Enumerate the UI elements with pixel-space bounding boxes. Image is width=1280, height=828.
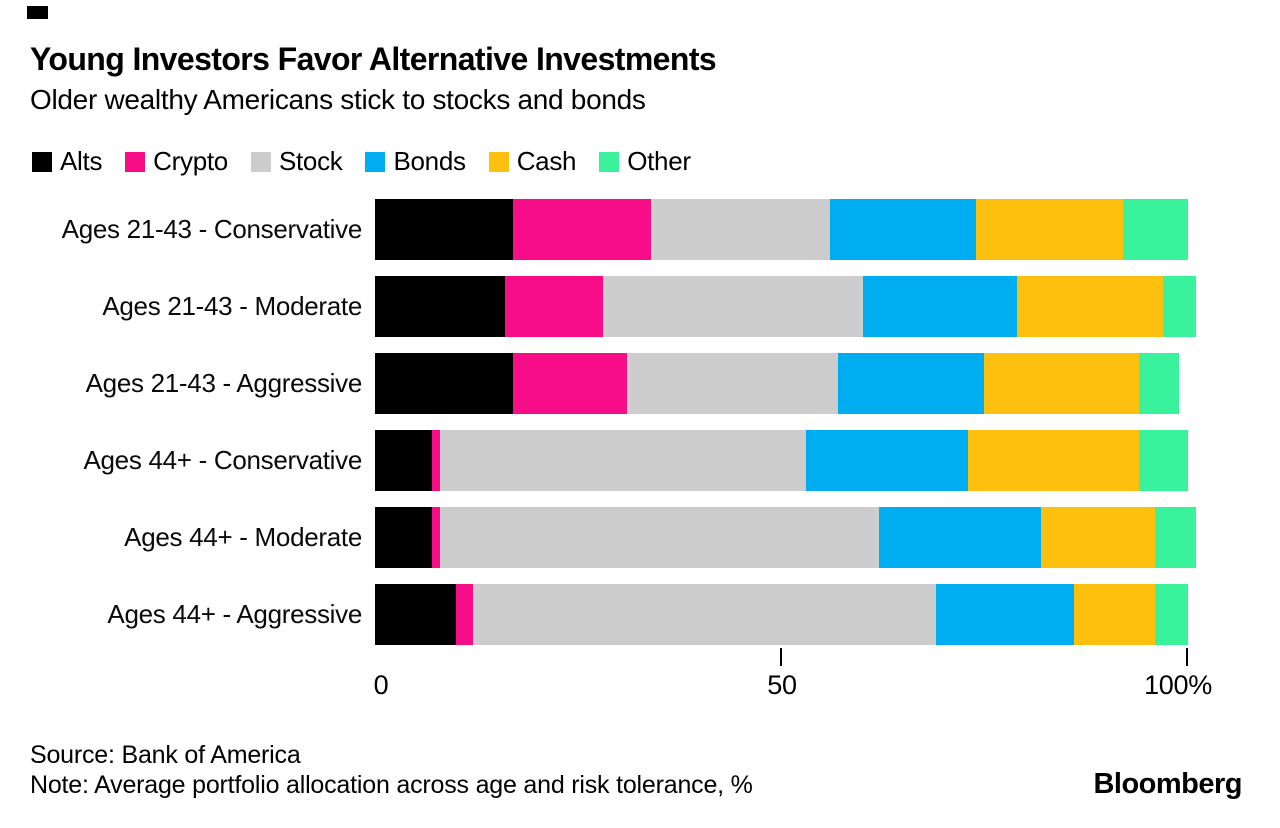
- legend-swatch-alts-icon: [32, 151, 52, 172]
- bar-row: Ages 44+ - Conservative: [0, 430, 1196, 491]
- chart-subtitle: Older wealthy Americans stick to stocks …: [30, 84, 646, 115]
- bar-row: Ages 44+ - Moderate: [0, 507, 1196, 568]
- axis-label-0: 0: [373, 670, 389, 700]
- note-text: Note: Average portfolio allocation acros…: [30, 771, 753, 799]
- axis-tick-100: [1186, 648, 1188, 666]
- legend-swatch-other-icon: [599, 151, 620, 172]
- stacked-bar: [375, 430, 1188, 491]
- bar-row: Ages 21-43 - Moderate: [0, 276, 1196, 337]
- segment-crypto: [505, 276, 603, 337]
- segment-cash: [1016, 276, 1164, 337]
- bar-row: Ages 21-43 - Conservative: [0, 199, 1196, 260]
- segment-stock: [472, 584, 936, 645]
- bar-row: Ages 44+ - Aggressive: [0, 584, 1196, 645]
- segment-alts: [375, 507, 432, 568]
- legend-item-cash: Cash: [488, 146, 577, 177]
- segment-other: [1155, 584, 1188, 645]
- legend-label: Bonds: [393, 146, 466, 176]
- legend-swatch-bonds-icon: [365, 151, 386, 172]
- segment-bonds: [935, 584, 1074, 645]
- legend-item-alts: Alts: [32, 146, 102, 177]
- legend-label: Crypto: [153, 146, 228, 176]
- legend: Alts Crypto Stock Bonds Cash Other: [32, 146, 691, 177]
- segment-other: [1155, 507, 1196, 568]
- legend-swatch-stock-icon: [250, 151, 271, 172]
- category-label: Ages 21-43 - Aggressive: [85, 368, 363, 398]
- stacked-bar: [375, 507, 1196, 568]
- segment-alts: [375, 430, 432, 491]
- segment-cash: [968, 430, 1139, 491]
- source-text: Source: Bank of America: [30, 741, 301, 769]
- segment-cash: [1041, 507, 1155, 568]
- segment-other: [1138, 430, 1188, 491]
- legend-label: Alts: [60, 146, 103, 176]
- plot-area: Ages 21-43 - Conservative Ages 21-43 - Mo…: [0, 199, 1196, 661]
- legend-swatch-crypto-icon: [125, 151, 146, 172]
- stacked-bar: [375, 584, 1188, 645]
- segment-crypto: [431, 430, 440, 491]
- stacked-bar: [375, 199, 1188, 260]
- segment-other: [1122, 199, 1188, 260]
- segment-cash: [1073, 584, 1155, 645]
- legend-label: Stock: [278, 146, 343, 176]
- segment-stock: [602, 276, 863, 337]
- segment-alts: [375, 584, 457, 645]
- segment-stock: [651, 199, 830, 260]
- segment-stock: [440, 430, 806, 491]
- legend-item-crypto: Crypto: [125, 146, 228, 177]
- segment-crypto: [513, 353, 627, 414]
- segment-stock: [440, 507, 879, 568]
- legend-item-bonds: Bonds: [365, 146, 466, 177]
- segment-crypto: [456, 584, 473, 645]
- segment-bonds: [838, 353, 985, 414]
- stacked-bar: [375, 353, 1180, 414]
- segment-other: [1163, 276, 1196, 337]
- axis-label-50: 50: [767, 670, 797, 700]
- segment-other: [1138, 353, 1180, 414]
- segment-cash: [984, 353, 1139, 414]
- legend-item-stock: Stock: [250, 146, 343, 177]
- segment-alts: [375, 276, 505, 337]
- bloomberg-logo: Bloomberg: [1093, 768, 1242, 800]
- category-label: Ages 21-43 - Moderate: [102, 291, 362, 321]
- segment-bonds: [862, 276, 1017, 337]
- axis-tick-50: [780, 648, 782, 666]
- legend-swatch-cash-icon: [488, 151, 509, 172]
- category-label: Ages 21-43 - Conservative: [61, 214, 363, 244]
- chart-title: Young Investors Favor Alternative Invest…: [30, 41, 717, 77]
- bloomberg-square-mark-icon: [27, 6, 48, 19]
- segment-crypto: [431, 507, 440, 568]
- stacked-bar: [375, 276, 1196, 337]
- axis-label-100: 100%: [1144, 670, 1212, 700]
- segment-stock: [626, 353, 839, 414]
- category-label: Ages 44+ - Conservative: [83, 445, 362, 475]
- bar-row: Ages 21-43 - Aggressive: [0, 353, 1196, 414]
- legend-item-other: Other: [599, 146, 691, 177]
- segment-bonds: [878, 507, 1042, 568]
- legend-label: Cash: [516, 146, 577, 176]
- category-label: Ages 44+ - Moderate: [124, 522, 362, 552]
- legend-label: Other: [627, 146, 691, 176]
- segment-crypto: [513, 199, 652, 260]
- category-label: Ages 44+ - Aggressive: [107, 599, 362, 629]
- segment-cash: [976, 199, 1123, 260]
- segment-alts: [375, 199, 514, 260]
- segment-bonds: [830, 199, 977, 260]
- segment-bonds: [805, 430, 969, 491]
- segment-alts: [375, 353, 514, 414]
